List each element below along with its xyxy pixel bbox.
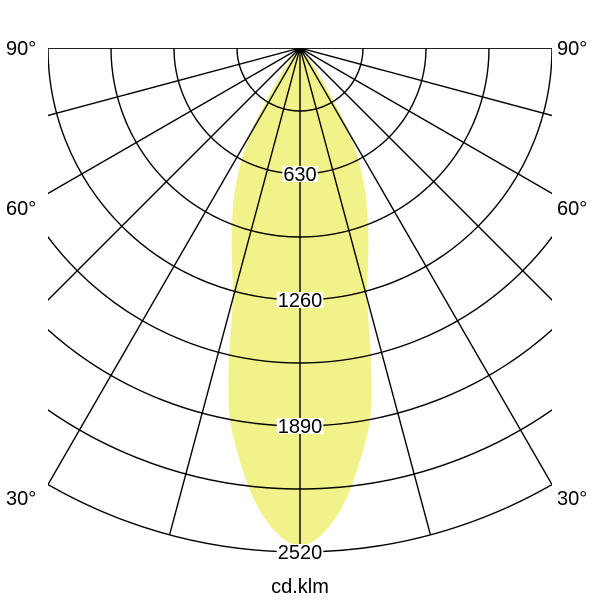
tick-label-background [276,418,324,434]
angle-gridline [168,48,301,536]
tick-label-background [276,544,324,560]
tick-label-background [276,292,324,308]
angle-gridline [299,48,552,195]
angle-gridline [299,48,552,117]
angle-gridline [48,48,301,117]
unit-label: cd.klm [271,576,329,598]
radial-tick-label: 1890 [278,416,323,438]
angle-gridline [299,48,552,301]
radial-tick-label: 1260 [278,290,323,312]
radial-tick-label: 630 [283,164,316,186]
angle-gridline [299,48,432,536]
angle-label-left: 30° [6,488,36,510]
angle-label-right: 60° [557,198,587,220]
angle-gridline [299,48,552,485]
angle-gridline [48,48,301,485]
angle-label-left: 60° [6,198,36,220]
angle-gridline [48,48,301,301]
radial-tick-label: 2520 [278,542,323,564]
angle-label-right: 30° [557,488,587,510]
angle-label-right: 90° [557,38,587,60]
angle-gridline [48,48,301,195]
angle-label-left: 90° [6,38,36,60]
tick-label-background [282,166,318,182]
